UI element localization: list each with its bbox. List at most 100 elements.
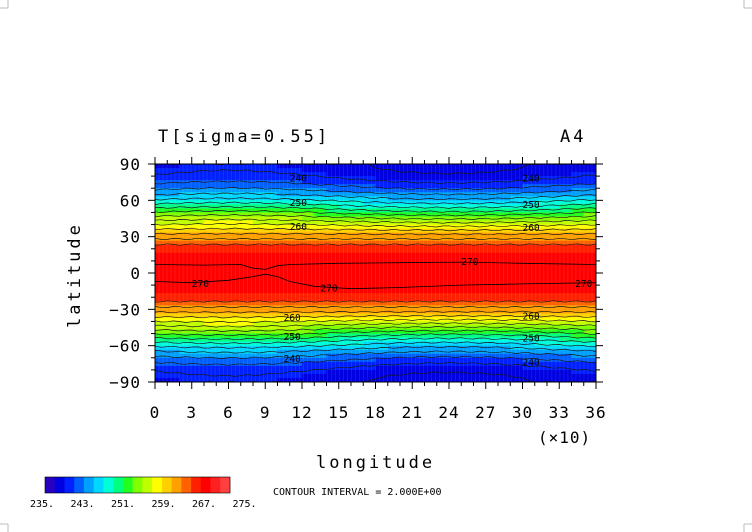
field-cell bbox=[277, 313, 291, 319]
field-cell bbox=[571, 240, 585, 246]
field-cell bbox=[449, 345, 462, 351]
field-cell bbox=[400, 337, 413, 343]
field-cell bbox=[314, 317, 328, 323]
colorbar-swatch bbox=[122, 477, 133, 493]
field-cell bbox=[265, 168, 279, 173]
field-cell bbox=[461, 277, 475, 282]
field-cell bbox=[167, 333, 181, 339]
field-cell bbox=[485, 164, 499, 169]
field-cell bbox=[326, 309, 340, 314]
field-cell bbox=[351, 377, 364, 382]
contour-label: 260 bbox=[290, 222, 307, 233]
field-cell bbox=[265, 301, 279, 306]
field-cell bbox=[583, 273, 596, 278]
field-cell bbox=[412, 172, 426, 177]
field-cell bbox=[326, 349, 340, 355]
field-cell bbox=[400, 248, 413, 254]
field-cell bbox=[522, 365, 536, 371]
field-cell bbox=[412, 349, 426, 355]
field-cell bbox=[571, 345, 585, 351]
field-cell bbox=[155, 277, 168, 282]
field-cell bbox=[534, 180, 548, 185]
field-cell bbox=[228, 349, 242, 355]
field-cell bbox=[400, 353, 413, 359]
field-cell bbox=[412, 313, 426, 319]
field-cell bbox=[375, 353, 389, 359]
field-cell bbox=[547, 196, 560, 201]
field-cell bbox=[534, 252, 548, 258]
field-cell bbox=[485, 301, 499, 306]
field-cell bbox=[571, 341, 585, 347]
field-cell bbox=[498, 285, 511, 290]
field-cell bbox=[485, 293, 499, 298]
field-cell bbox=[191, 301, 205, 306]
x-tick-label: 30 bbox=[512, 403, 533, 422]
field-cell bbox=[289, 313, 303, 319]
field-cell bbox=[265, 248, 279, 254]
field-cell bbox=[387, 365, 401, 371]
field-cell bbox=[326, 216, 340, 222]
field-cell bbox=[289, 260, 303, 266]
field-cell bbox=[326, 240, 340, 246]
field-cell bbox=[240, 305, 254, 310]
field-cell bbox=[179, 281, 193, 286]
colorbar-swatch bbox=[54, 477, 65, 493]
field-cell bbox=[461, 341, 475, 347]
field-cell bbox=[559, 204, 573, 210]
field-cell bbox=[338, 329, 352, 335]
field-cell bbox=[351, 305, 364, 310]
field-cell bbox=[167, 289, 181, 294]
field-cell bbox=[240, 285, 254, 290]
field-cell bbox=[338, 373, 352, 379]
field-cell bbox=[351, 216, 364, 222]
field-cell bbox=[351, 313, 364, 319]
field-cell bbox=[167, 369, 181, 375]
field-cell bbox=[485, 273, 499, 278]
field-cell bbox=[277, 297, 291, 302]
field-cell bbox=[400, 200, 413, 205]
field-cell bbox=[265, 216, 279, 222]
field-cell bbox=[387, 313, 401, 319]
field-cell bbox=[326, 289, 340, 294]
field-cell bbox=[302, 313, 315, 319]
field-cell bbox=[412, 365, 426, 371]
field-cell bbox=[449, 361, 462, 367]
field-cell bbox=[277, 164, 291, 169]
field-cell bbox=[485, 317, 499, 323]
field-cell bbox=[485, 252, 499, 258]
field-cell bbox=[155, 297, 168, 302]
field-cell bbox=[375, 333, 389, 339]
field-cell bbox=[326, 345, 340, 351]
contour-label: 240 bbox=[284, 354, 301, 365]
field-cell bbox=[461, 309, 475, 314]
field-cell bbox=[265, 337, 279, 343]
field-cell bbox=[302, 224, 315, 230]
field-cell bbox=[289, 369, 303, 375]
field-cell bbox=[277, 365, 291, 371]
field-cell bbox=[228, 325, 242, 331]
field-cell bbox=[191, 281, 205, 286]
field-cell bbox=[216, 264, 230, 270]
field-cell bbox=[387, 208, 401, 214]
field-cell bbox=[387, 277, 401, 282]
field-cell bbox=[314, 200, 328, 205]
field-cell bbox=[228, 357, 242, 363]
contour-line bbox=[155, 232, 596, 236]
field-cell bbox=[302, 277, 315, 282]
field-cell bbox=[302, 365, 315, 371]
field-cell bbox=[191, 188, 205, 193]
field-cell bbox=[449, 208, 462, 214]
field-cell bbox=[461, 264, 475, 270]
y-tick-label: −30 bbox=[109, 300, 141, 319]
field-cell bbox=[204, 204, 217, 210]
field-cell bbox=[326, 373, 340, 379]
field-cell bbox=[510, 268, 524, 274]
field-cell bbox=[461, 208, 475, 214]
field-cell bbox=[436, 172, 450, 177]
field-cell bbox=[436, 256, 450, 262]
field-cell bbox=[228, 192, 242, 197]
field-cell bbox=[240, 256, 254, 262]
field-cell bbox=[155, 289, 168, 294]
field-cell bbox=[436, 337, 450, 343]
field-cell bbox=[375, 176, 389, 181]
